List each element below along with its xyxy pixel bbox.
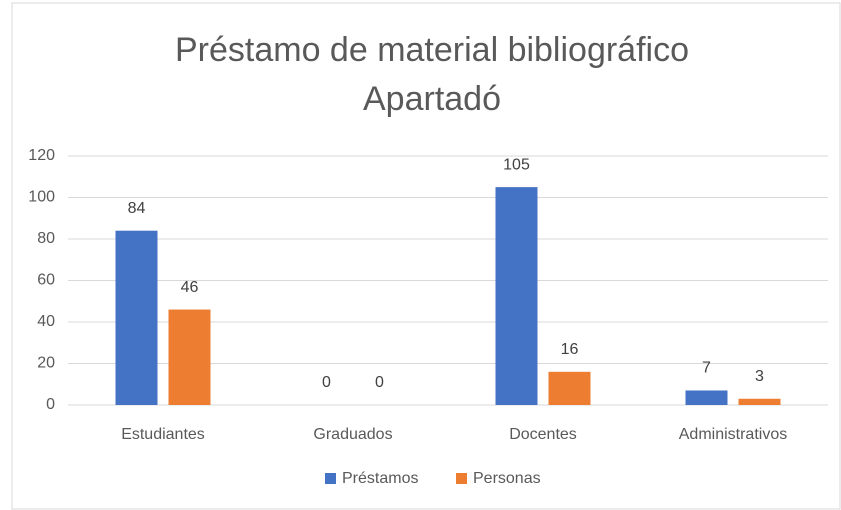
x-tick-label: Graduados bbox=[313, 426, 392, 443]
data-label: 7 bbox=[702, 360, 711, 377]
legend-label: Préstamos bbox=[342, 470, 418, 487]
y-tick-label: 100 bbox=[28, 189, 55, 206]
chart-title: Apartadó bbox=[363, 80, 501, 118]
chart-title: Préstamo de material bibliográfico bbox=[175, 31, 689, 69]
y-tick-label: 120 bbox=[28, 147, 55, 164]
x-tick-label: Estudiantes bbox=[121, 426, 205, 443]
legend-swatch bbox=[456, 473, 467, 484]
data-label: 105 bbox=[503, 156, 530, 173]
y-tick-label: 20 bbox=[37, 355, 55, 372]
data-label: 84 bbox=[128, 200, 146, 217]
y-tick-label: 80 bbox=[37, 230, 55, 247]
bar bbox=[738, 398, 781, 405]
x-tick-label: Administrativos bbox=[679, 426, 787, 443]
legend-swatch bbox=[325, 473, 336, 484]
y-tick-label: 40 bbox=[37, 313, 55, 330]
data-label: 0 bbox=[322, 374, 331, 391]
bar bbox=[495, 187, 538, 405]
bar bbox=[548, 371, 591, 405]
bar bbox=[685, 390, 728, 405]
data-label: 46 bbox=[181, 279, 199, 296]
y-tick-label: 0 bbox=[46, 396, 55, 413]
bar bbox=[168, 309, 211, 405]
x-tick-label: Docentes bbox=[509, 426, 577, 443]
data-label: 3 bbox=[755, 368, 764, 385]
legend-label: Personas bbox=[473, 470, 541, 487]
data-label: 16 bbox=[561, 341, 579, 358]
y-tick-label: 60 bbox=[37, 272, 55, 289]
bar bbox=[115, 230, 158, 405]
data-label: 0 bbox=[375, 374, 384, 391]
